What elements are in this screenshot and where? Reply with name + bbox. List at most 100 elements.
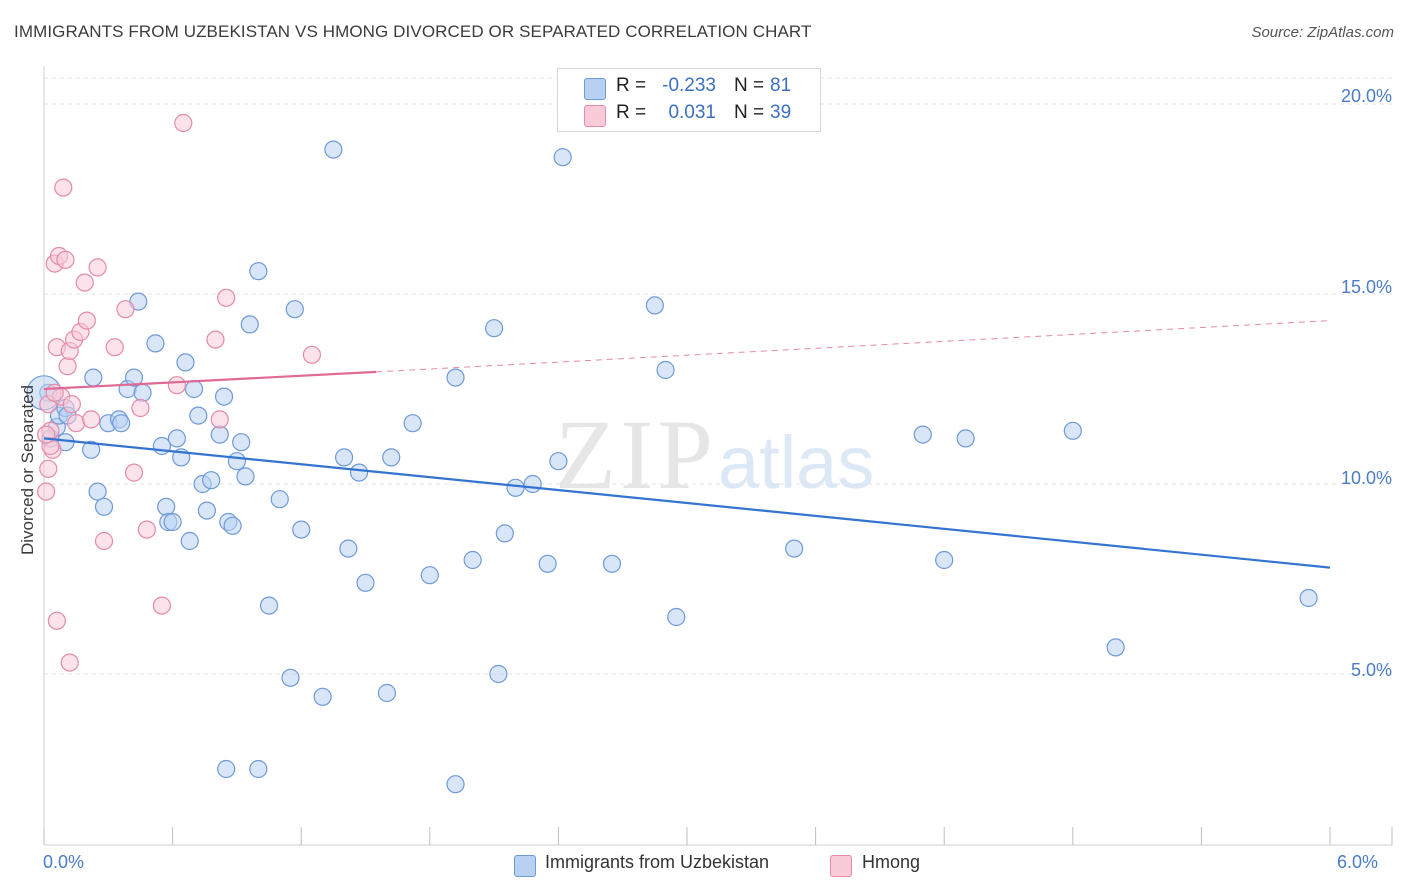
point-uzbekistan [88, 482, 107, 501]
point-uzbekistan [292, 520, 311, 539]
y-tick-label: 10.0% [1340, 468, 1392, 488]
point-uzbekistan [249, 759, 268, 779]
legend-n-label: N = [734, 75, 765, 96]
point-hmong [105, 338, 124, 357]
point-hmong [137, 520, 156, 539]
point-hmong [62, 395, 81, 414]
point-uzbekistan [223, 516, 242, 535]
bottom-legend-label-hmong: Hmong [862, 852, 921, 872]
bottom-legend-label-uzbekistan: Immigrants from Uzbekistan [545, 852, 770, 872]
point-uzbekistan [656, 360, 675, 380]
legend-r-label: R = [616, 102, 647, 123]
gridlines [44, 77, 1392, 675]
legend-n-label: N = [734, 102, 765, 123]
legend-n-value: 81 [770, 75, 792, 96]
point-uzbekistan [1063, 421, 1082, 440]
point-uzbekistan [356, 573, 375, 592]
point-uzbekistan [184, 379, 204, 399]
point-hmong [116, 300, 135, 319]
point-hmong [302, 345, 322, 364]
point-uzbekistan [236, 467, 255, 486]
point-uzbekistan [506, 478, 525, 497]
point-uzbekistan [463, 550, 482, 570]
point-uzbekistan [259, 596, 279, 615]
point-uzbekistan [270, 490, 289, 509]
y-tick-label: 5.0% [1350, 660, 1392, 680]
trend-line-hmong-extension [376, 320, 1331, 373]
point-hmong [82, 410, 101, 429]
point-hmong [174, 113, 193, 133]
x-tick-label-min: 0.0% [43, 852, 85, 872]
point-uzbekistan [163, 512, 182, 532]
point-uzbekistan [785, 539, 804, 558]
point-uzbekistan [667, 607, 686, 627]
point-uzbekistan [403, 414, 422, 433]
point-hmong [217, 288, 236, 307]
point-uzbekistan [285, 300, 304, 319]
point-uzbekistan [1299, 588, 1318, 608]
point-uzbekistan [281, 668, 300, 687]
point-hmong [206, 330, 225, 349]
point-uzbekistan [935, 550, 954, 570]
point-uzbekistan [227, 452, 246, 471]
point-uzbekistan [377, 683, 397, 703]
legend-row-hmong: R = 0.031 N = 39 [558, 102, 820, 130]
bottom-legend-swatch-blue [514, 855, 536, 877]
point-uzbekistan [240, 315, 259, 334]
point-hmong [210, 410, 229, 429]
point-uzbekistan [82, 440, 101, 459]
point-uzbekistan [956, 429, 975, 448]
y-axis-title: Divorced or Separated [18, 384, 37, 555]
legend-r-label: R = [616, 75, 647, 96]
point-hmong [124, 463, 144, 482]
point-hmong [75, 273, 94, 292]
point-hmong [45, 383, 64, 402]
point-uzbekistan [313, 687, 332, 706]
point-uzbekistan [420, 566, 439, 585]
point-hmong [167, 376, 186, 395]
point-uzbekistan [446, 775, 465, 794]
point-uzbekistan [349, 463, 369, 482]
point-uzbekistan [523, 474, 542, 494]
point-uzbekistan [197, 501, 216, 520]
point-hmong [77, 311, 96, 330]
point-hmong [60, 653, 79, 672]
point-uzbekistan [124, 368, 144, 387]
point-uzbekistan [189, 406, 208, 425]
point-uzbekistan [249, 262, 268, 281]
legend-swatch-pink [584, 105, 606, 127]
point-hmong [131, 398, 150, 418]
point-uzbekistan [167, 429, 186, 448]
point-uzbekistan [339, 539, 358, 558]
point-hmong [58, 357, 77, 376]
point-uzbekistan [1106, 638, 1125, 657]
legend-swatch-blue [584, 78, 606, 100]
point-uzbekistan [602, 554, 622, 573]
point-hmong [67, 414, 86, 433]
point-uzbekistan [382, 448, 401, 467]
point-hmong [37, 425, 56, 444]
bottom-legend-swatch-pink [830, 855, 852, 877]
point-hmong [152, 596, 171, 615]
point-uzbekistan [538, 554, 557, 573]
point-hmong [54, 178, 73, 197]
point-uzbekistan [94, 497, 114, 516]
trend-lines [43, 320, 1331, 569]
y-tick-label: 15.0% [1340, 277, 1392, 297]
point-uzbekistan [549, 452, 568, 471]
point-hmong [39, 459, 58, 478]
point-uzbekistan [146, 334, 165, 353]
point-hmong [94, 531, 114, 551]
point-hmong [37, 482, 56, 501]
legend-n-value: 39 [770, 102, 792, 123]
point-uzbekistan [495, 524, 514, 543]
point-uzbekistan [157, 497, 176, 516]
x-tick-label-max: 6.0% [1337, 852, 1379, 872]
point-uzbekistan [913, 425, 932, 444]
point-uzbekistan [217, 759, 236, 779]
y-axis-title-wrap: Divorced or Separated [18, 385, 37, 556]
trend-line-uzbekistan [43, 437, 1331, 569]
point-uzbekistan [176, 353, 195, 372]
source-label: Source: ZipAtlas.com [1251, 24, 1394, 41]
point-uzbekistan [152, 436, 171, 456]
